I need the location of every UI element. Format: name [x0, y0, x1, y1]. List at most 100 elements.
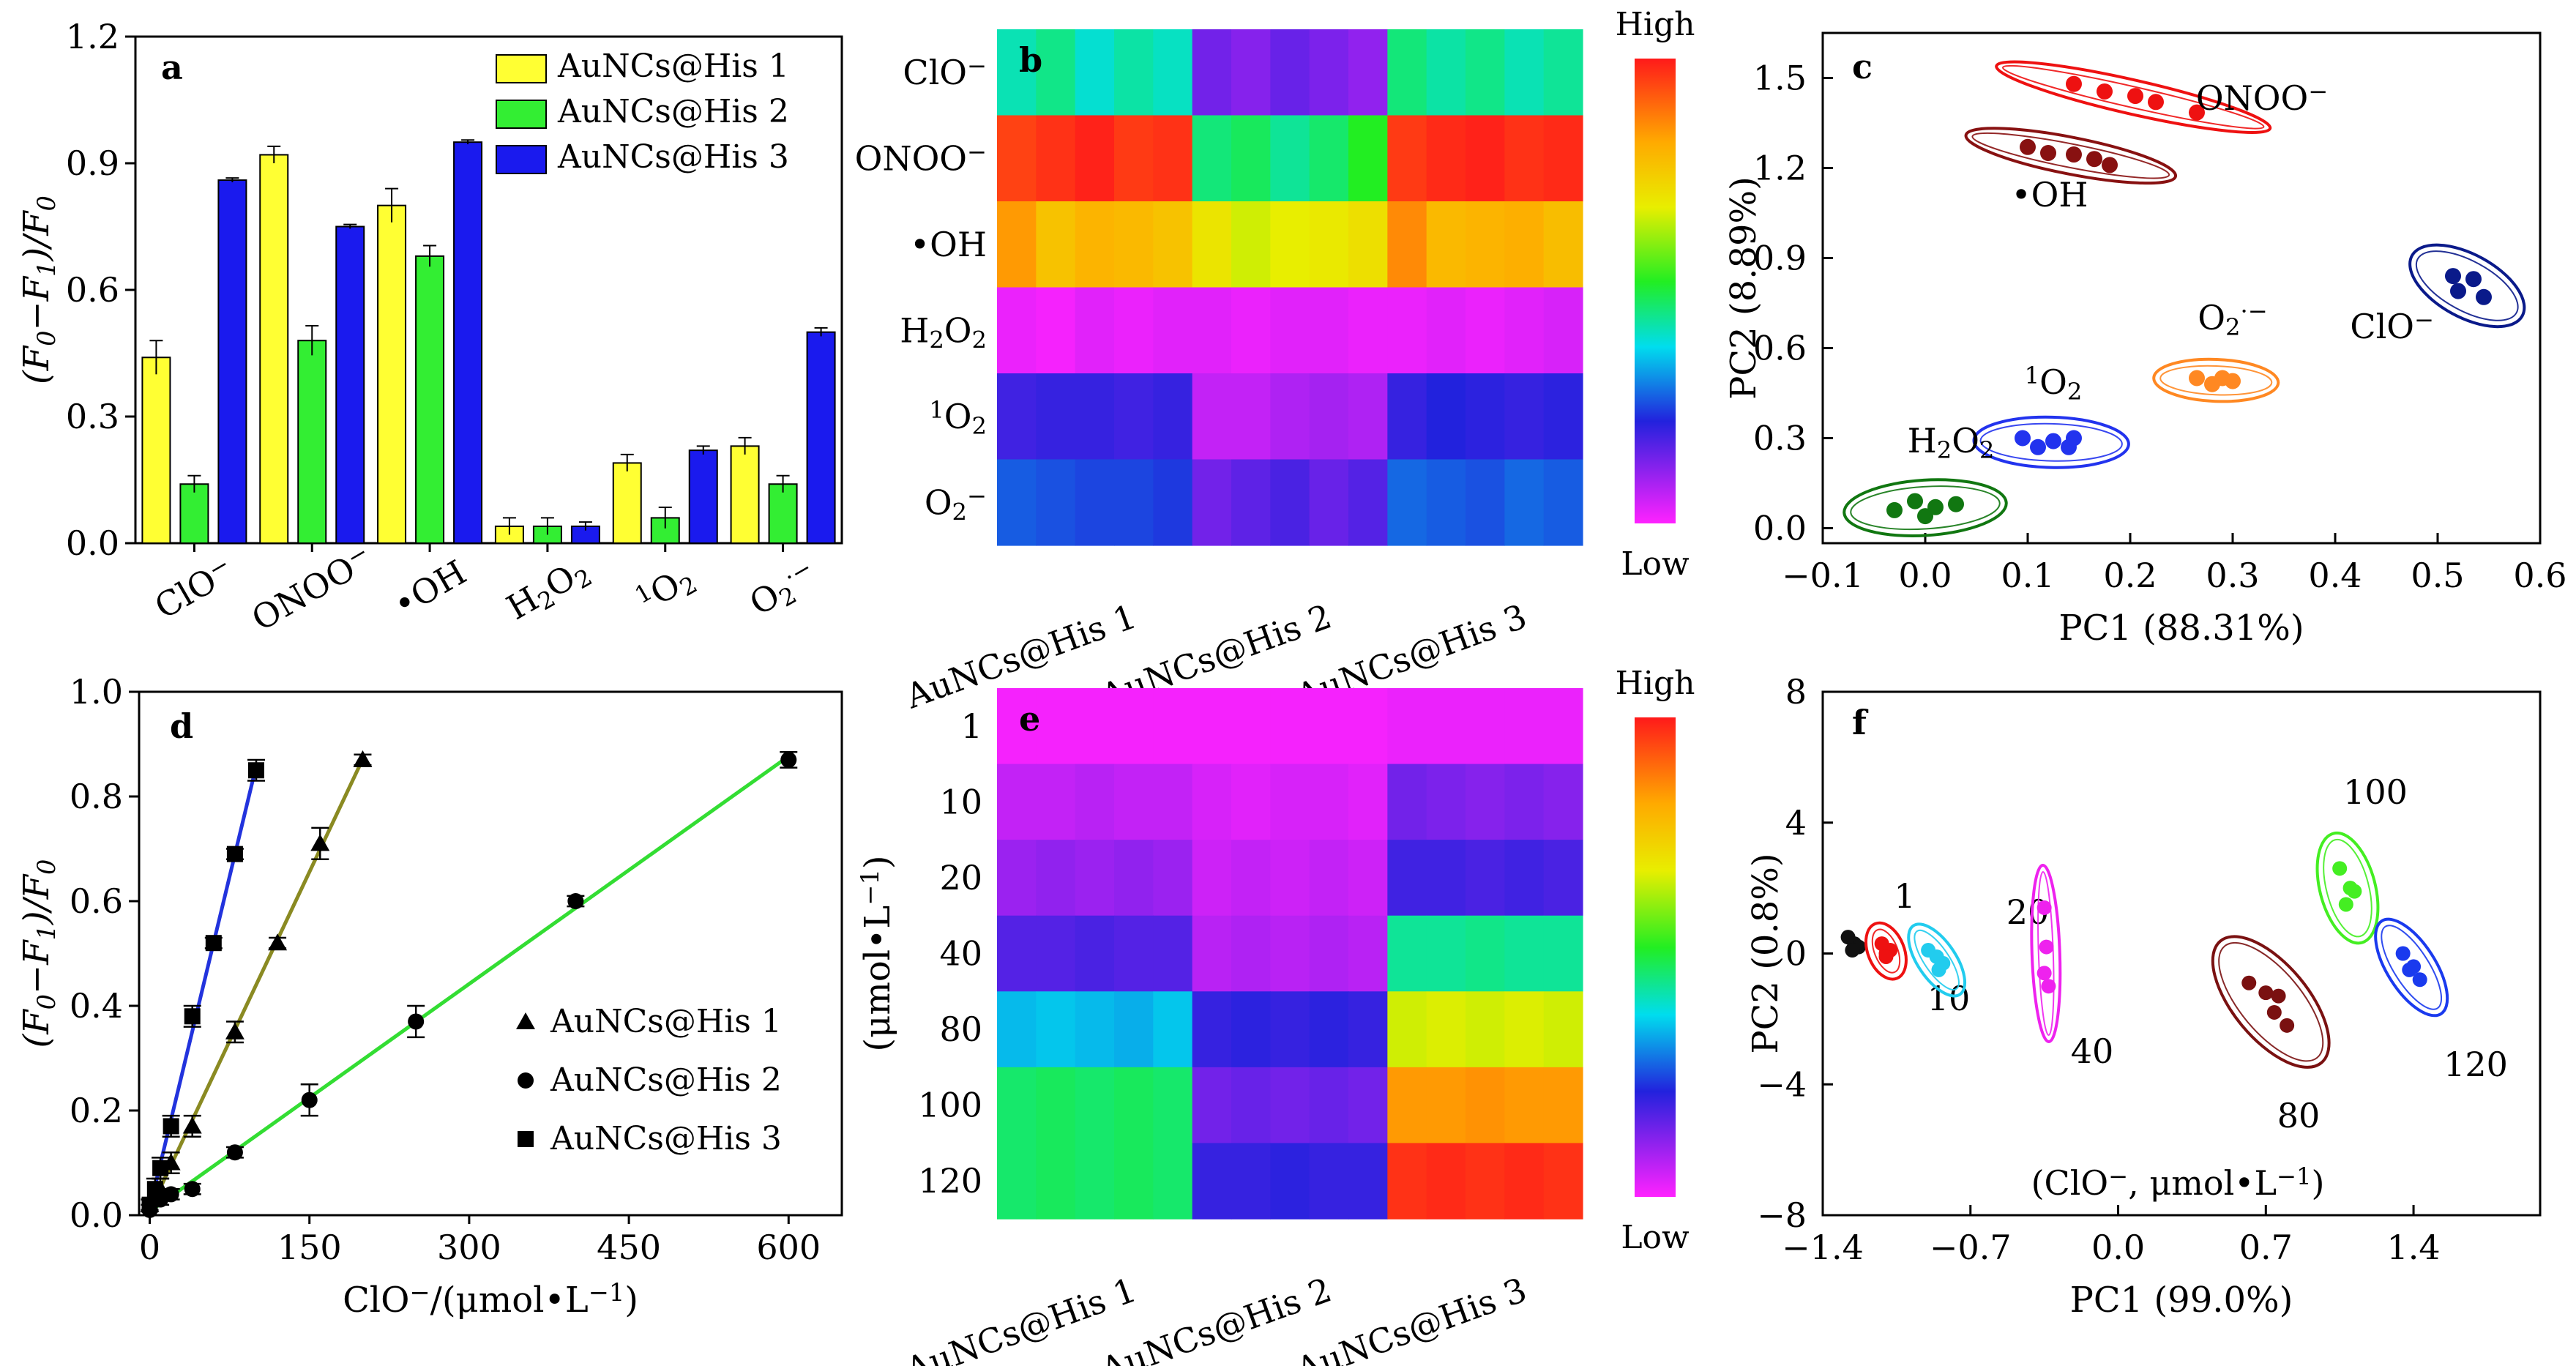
heatmap-cell [1153, 373, 1193, 460]
y-axis-label: PC2 (0.8%) [1745, 853, 1786, 1053]
heatmap-cell [1543, 764, 1583, 840]
legend-label: AuNCs@His 3 [557, 138, 789, 176]
legend-swatch [496, 100, 547, 129]
data-point [780, 751, 797, 768]
y-tick-label: −8 [1757, 1195, 1807, 1235]
score-point [2271, 988, 2286, 1004]
heatmap-cell [1231, 688, 1271, 765]
row-label: 120 [918, 1161, 982, 1201]
data-point [146, 1181, 163, 1198]
panel-d-frame [138, 690, 843, 1217]
fit-line [148, 765, 258, 1209]
heatmap-cell [1543, 201, 1583, 288]
x-tick-label: ClO− [148, 550, 241, 627]
panel-f-pca-plot: −1.4 −0.7 0.0 0.7 1.4 −8 −4 0 4 8 PC1 (99.0%) PC2 (… [1745, 672, 2542, 1321]
row-label: ClO− [903, 51, 987, 92]
heatmap-cell [1153, 915, 1193, 992]
heatmap-cell [1504, 115, 1545, 202]
row-label: H2O2 [900, 310, 987, 354]
heatmap-cell [1114, 287, 1154, 374]
heatmap-cell [997, 201, 1037, 288]
heatmap-cell [1192, 29, 1232, 116]
bar [141, 357, 171, 544]
confidence-ellipse [2152, 357, 2280, 403]
heatmap-cell [1387, 915, 1427, 992]
x-tick-label: ONOO− [244, 537, 379, 638]
panel-label: e [1019, 699, 1040, 739]
score-point [2030, 438, 2046, 455]
confidence-ellipse-inner [2001, 64, 2265, 130]
heatmap-cell [1036, 1067, 1076, 1144]
heatmap-cell [1348, 201, 1388, 288]
heatmap-cell [1153, 459, 1193, 546]
confidence-ellipse-inner [1914, 929, 1960, 991]
panel-a-bar-chart: 0.0 0.3 0.6 0.9 1.2 ClO− ONOO− •OH H2O2 1O2 O2·− (F… [16, 17, 843, 638]
x-tick-label: 0.5 [2411, 556, 2464, 595]
heatmap-cell [1036, 991, 1076, 1068]
heatmap-cell [1466, 201, 1505, 288]
group-label: 120 [2444, 1045, 2508, 1084]
heatmap-cell [1504, 991, 1545, 1068]
group-label: 1O2 [2025, 362, 2083, 406]
heatmap-cell [1543, 915, 1583, 992]
heatmap-cell [1270, 373, 1310, 460]
y-tick-label: 0.0 [66, 523, 119, 563]
score-point [2148, 94, 2164, 111]
heatmap-cell [1114, 764, 1154, 840]
score-point [2476, 288, 2492, 305]
heatmap-cell [1466, 688, 1505, 765]
confidence-ellipse-inner [1871, 928, 1901, 974]
confidence-ellipse-inner [2323, 838, 2372, 938]
heatmap-cell [1114, 115, 1154, 202]
heatmap-cell [1231, 991, 1271, 1068]
score-point [2127, 88, 2143, 105]
y-tick-label: 0.2 [70, 1091, 123, 1130]
heatmap-cell [1153, 991, 1193, 1068]
row-label: •OH [910, 225, 987, 264]
heatmap-cell [1192, 991, 1232, 1068]
score-point [2266, 1004, 2282, 1020]
heatmap-cell [1192, 1067, 1232, 1144]
bar [612, 462, 642, 545]
row-label: O2− [925, 482, 987, 526]
heatmap-cell [997, 840, 1037, 917]
confidence-ellipse [1995, 60, 2272, 134]
heatmap-cell [1114, 915, 1154, 992]
y-tick-label: −4 [1757, 1064, 1807, 1104]
score-point [2066, 75, 2082, 92]
data-point [567, 893, 584, 909]
group-label: ClO− [2350, 306, 2434, 346]
bar [453, 141, 483, 544]
confidence-ellipse-inner [1850, 485, 2001, 531]
score-point [2402, 962, 2417, 977]
x-tick-label: 150 [277, 1228, 342, 1267]
confidence-ellipse [2408, 243, 2526, 329]
bar [179, 483, 209, 544]
heatmap-cell [997, 991, 1037, 1068]
heatmap-cell [1231, 1143, 1271, 1220]
x-tick-label: 1O2 [630, 556, 701, 624]
data-point [225, 1022, 244, 1040]
bar [217, 179, 247, 544]
heatmap-cell [1543, 1067, 1583, 1144]
heatmap-cell [1466, 991, 1505, 1068]
heatmap-cell [1114, 29, 1154, 116]
fit-line [149, 755, 790, 1214]
heatmap-cell [1192, 840, 1232, 917]
score-point [1878, 949, 1894, 964]
heatmap-cell [1114, 201, 1154, 288]
colorbar-high-label: High [1616, 665, 1695, 702]
score-point [2338, 897, 2353, 912]
heatmap-cell [997, 1143, 1037, 1220]
x-tick-label: 450 [597, 1228, 661, 1267]
heatmap-cell [1426, 115, 1466, 202]
heatmap-cell [1075, 1143, 1115, 1220]
heatmap-cell [1466, 1143, 1505, 1220]
heatmap-cell [1153, 201, 1193, 288]
heatmap-cell [997, 115, 1037, 202]
heatmap-cell [1348, 459, 1388, 546]
colorbar-low-label: Low [1621, 1219, 1690, 1256]
data-point [408, 1013, 425, 1030]
data-point [310, 834, 330, 851]
